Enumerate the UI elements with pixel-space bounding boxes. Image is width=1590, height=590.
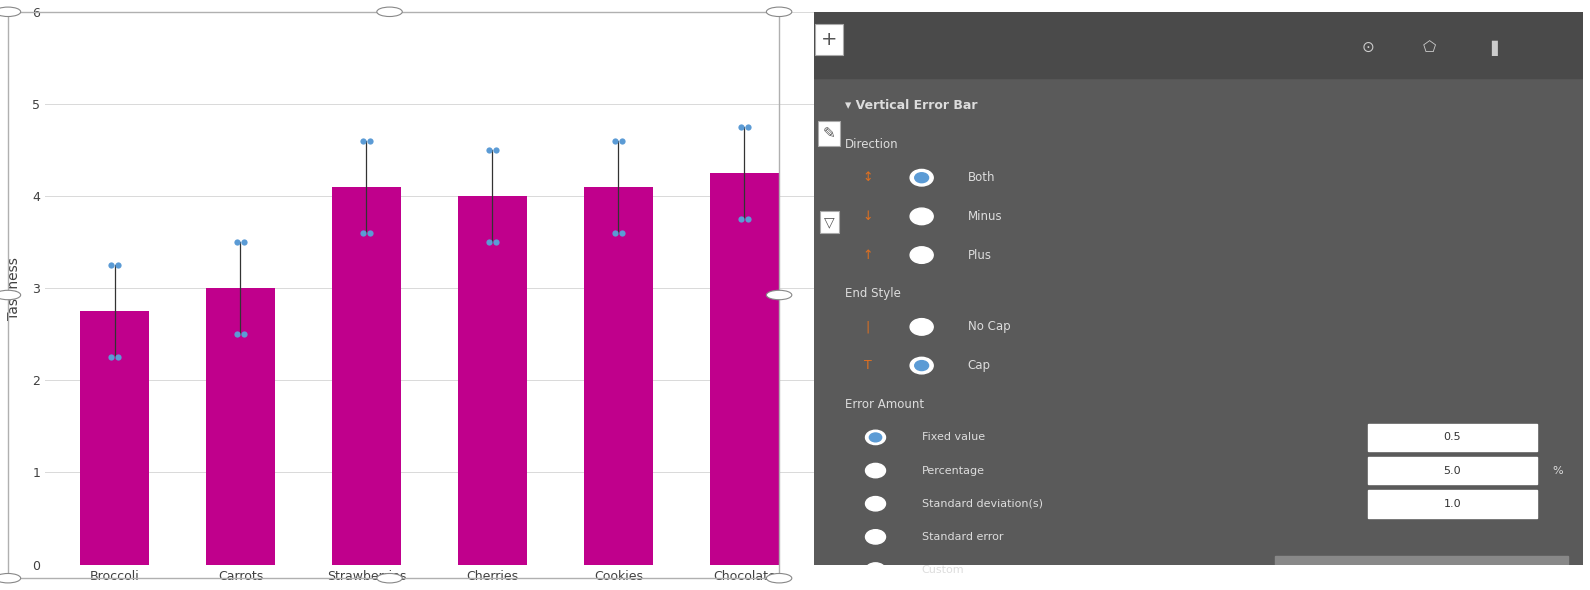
Text: 0.5: 0.5 (1444, 432, 1461, 442)
Bar (584, 187, 653, 565)
Circle shape (865, 530, 886, 544)
Text: ✎: ✎ (824, 126, 836, 141)
Text: ⬠: ⬠ (1423, 40, 1436, 55)
Bar (1367, 490, 1538, 517)
Text: ▾ Vertical Error Bar: ▾ Vertical Error Bar (844, 99, 978, 112)
Text: Minus: Minus (968, 210, 1002, 223)
Circle shape (909, 319, 933, 335)
Text: No Cap: No Cap (968, 320, 1010, 333)
Text: Cap: Cap (968, 359, 991, 372)
Circle shape (865, 497, 886, 511)
Bar (814, 12, 1584, 78)
Text: Standard deviation(s): Standard deviation(s) (922, 499, 1043, 509)
Bar (1367, 424, 1538, 451)
Bar (332, 187, 401, 565)
Text: |: | (865, 320, 870, 333)
Text: Direction: Direction (844, 138, 898, 151)
Text: T: T (863, 359, 871, 372)
Circle shape (865, 563, 886, 577)
Text: Percentage: Percentage (922, 466, 984, 476)
Text: Both: Both (968, 171, 995, 184)
Circle shape (870, 433, 882, 442)
Text: ▽: ▽ (824, 215, 835, 229)
Text: Plus: Plus (968, 248, 992, 261)
Text: ↑: ↑ (862, 248, 873, 261)
Text: %: % (1552, 466, 1563, 476)
Bar (80, 312, 149, 565)
Y-axis label: Tastiness: Tastiness (6, 257, 21, 320)
Bar (1367, 457, 1538, 484)
Bar (1275, 556, 1568, 584)
Text: End Style: End Style (844, 287, 900, 300)
Text: ↕: ↕ (862, 171, 873, 184)
Text: Error Amount: Error Amount (844, 398, 924, 411)
Bar (458, 196, 526, 565)
Circle shape (914, 173, 929, 183)
Text: +: + (820, 30, 838, 49)
Bar (205, 289, 275, 565)
Circle shape (909, 247, 933, 263)
Circle shape (914, 360, 929, 371)
Circle shape (865, 463, 886, 478)
Text: Standard error: Standard error (922, 532, 1003, 542)
Text: ▐: ▐ (1485, 40, 1496, 55)
Text: ⊙: ⊙ (1361, 40, 1374, 55)
Text: Custom: Custom (922, 565, 964, 575)
Text: 5.0: 5.0 (1444, 466, 1461, 476)
Circle shape (909, 358, 933, 374)
Text: ↓: ↓ (862, 210, 873, 223)
Circle shape (865, 430, 886, 445)
Text: Specify Value: Specify Value (1386, 565, 1456, 575)
Text: 1.0: 1.0 (1444, 499, 1461, 509)
Text: Fixed value: Fixed value (922, 432, 984, 442)
Circle shape (909, 169, 933, 186)
Bar (709, 173, 779, 565)
Circle shape (909, 208, 933, 225)
